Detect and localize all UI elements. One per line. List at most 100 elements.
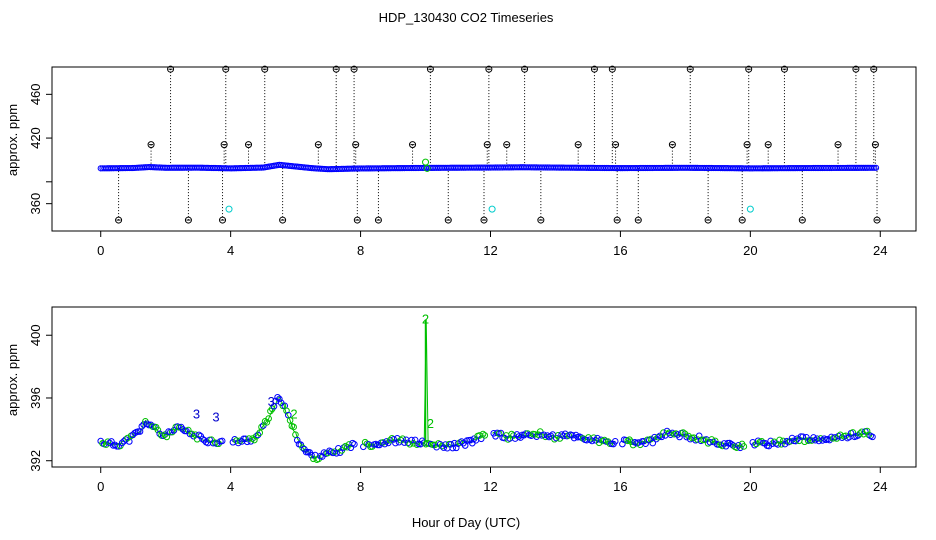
green-flag-point [422,158,430,166]
outlier-point [314,141,322,149]
bottom-x-tick-label: 12 [483,479,497,494]
bottom-data-point [218,437,226,445]
bottom-data-point [736,444,744,452]
bottom-data-point [122,436,130,443]
bottom-data-point [290,423,297,431]
bottom-data-point [256,429,264,437]
bottom-x-tick-label: 16 [613,479,627,494]
bottom-data-point [863,427,871,435]
bottom-data-point [479,430,487,438]
outlier-point [870,65,878,73]
outlier-point [537,216,545,224]
green-flag-point [423,164,431,172]
bottom-data-point [447,441,455,448]
bottom-data-point [259,422,267,429]
bottom-data-point [601,436,608,444]
bottom-data-point [113,443,121,450]
outlier-point [608,65,616,73]
x-axis-label: Hour of Day (UTC) [412,515,520,530]
bottom-y-tick-label: 396 [28,387,43,409]
outlier-point [261,65,269,73]
outlier-point [167,65,175,73]
bottom-data-point [283,407,290,415]
bottom-data-point [147,421,155,429]
outlier-point [222,65,230,73]
bottom-data-point [740,443,748,450]
bottom-data-point [184,426,192,434]
bottom-data-point [168,428,176,436]
bottom-data-point [658,433,665,441]
top-x-tick-label: 20 [743,243,757,258]
bottom-data-point [308,451,315,459]
top-x-tick-label: 12 [483,243,497,258]
bottom-data-point [588,437,596,445]
bottom-x-tick-label: 8 [357,479,364,494]
bottom-x-tick-label: 24 [873,479,887,494]
top-x-tick-label: 24 [873,243,887,258]
outlier-point [590,65,598,73]
bottom-x-tick-label: 4 [227,479,234,494]
cyan-flag-point [225,205,233,213]
top-x-tick-label: 0 [97,243,104,258]
outlier-point [764,141,772,149]
bottom-data-point [604,438,612,445]
outlier-point [426,65,434,73]
outlier-point [743,141,751,149]
outlier-point [521,65,529,73]
bottom-plot-frame [51,306,917,468]
bottom-data-point [263,419,271,426]
outlier-point [184,216,192,224]
flag-annotation: 3 [268,394,275,409]
bottom-data-point [642,440,649,448]
cyan-flag-point [488,205,496,213]
bottom-data-point [679,429,687,436]
bottom-data-point [408,436,415,444]
bottom-data-point [340,444,347,451]
figure-title: HDP_130430 CO2 Timeseries [379,10,554,25]
bottom-data-point [134,428,142,435]
bottom-data-point [776,436,783,444]
bottom-data-point [406,441,414,448]
top-plot-frame [51,66,917,232]
bottom-data-point [399,435,406,443]
bottom-data-point [758,438,766,445]
outlier-point [852,65,860,73]
outlier-point [483,141,491,149]
bottom-data-point [154,426,162,434]
outlier-point [220,141,228,149]
bottom-data-point [849,429,857,436]
outlier-point [668,141,676,149]
bottom-data-point [299,444,306,451]
bottom-data-point [540,431,548,439]
bottom-data-point [624,437,632,445]
top-data-point [872,164,880,171]
bottom-data-point [778,440,785,448]
bottom-data-point [251,436,258,444]
outlier-point [834,141,842,149]
outlier-point [745,65,753,73]
outlier-point [873,216,881,224]
bottom-data-point [619,440,626,448]
bottom-data-point [754,437,762,445]
bottom-data-point [249,435,256,442]
top-y-tick-label: 420 [28,127,43,149]
top-y-axis-label: approx. ppm [5,104,20,176]
outlier-point [353,216,361,224]
bottom-data-point [170,427,178,434]
bottom-data-point [143,420,151,428]
outlier-point [574,141,582,149]
top-x-tick-label: 4 [227,243,234,258]
outlier-point [686,65,694,73]
outlier-point [444,216,452,224]
outlier-point [798,216,806,224]
spike-flag-label: 2 [422,312,429,327]
flag-annotation: 3 [212,410,219,425]
outlier-point [352,141,360,149]
bottom-data-point [438,442,446,450]
outlier-point [704,216,712,224]
bottom-data-point [572,431,580,439]
bottom-data-point [383,438,390,445]
bottom-data-point [654,433,662,441]
bottom-data-point [522,430,530,437]
